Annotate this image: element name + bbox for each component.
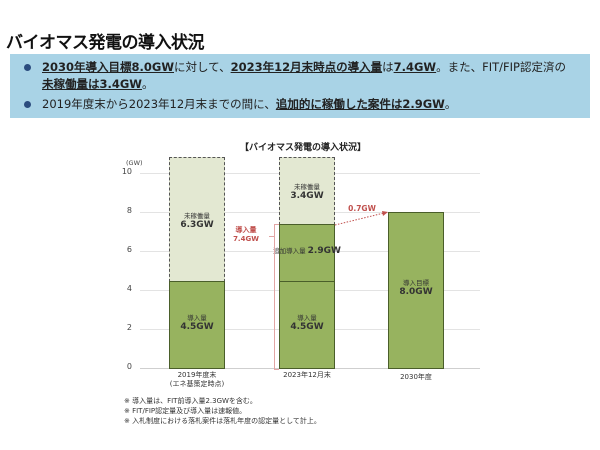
bar-2030-target-label: 導入目標 8.0GW — [388, 279, 444, 299]
x-label-2030: 2030年度 — [400, 373, 432, 381]
summary-text: 2023年12月末時点の導入量 — [230, 60, 383, 74]
summary-text: 。 — [444, 97, 457, 111]
x-label-line: (エネ基策定時点) — [169, 379, 225, 388]
footnote: ※ 入札制度における落札案件は落札年度の認定量として計上。 — [124, 417, 321, 426]
y-tick: 0 — [126, 362, 132, 371]
segment-name: 導入目標 — [403, 279, 429, 287]
x-label-line: 2019年度末 — [177, 371, 217, 379]
cumulative-bracket — [274, 224, 279, 370]
footnotes: ※ 導入量は、FIT前導入量2.3GWを含む。 ※ FIT/FIP認定量及び導入… — [124, 396, 321, 426]
summary-text: 2030年導入目標8.0GW — [42, 60, 175, 74]
summary-text: 7.4GW — [393, 60, 437, 74]
x-label-2023: 2023年12月末 — [283, 371, 331, 379]
segment-value: 4.5GW — [180, 322, 214, 333]
summary-text: 追加的に稼働した案件は2.9GW — [275, 97, 445, 111]
bullet-icon — [24, 101, 31, 108]
bar-2030-target — [388, 212, 444, 369]
summary-text: は — [382, 60, 394, 74]
bar-2023-pending — [279, 157, 335, 225]
y-tick: 8 — [126, 206, 132, 215]
segment-name: 導入量 — [297, 314, 317, 322]
summary-text: 2019年度末から2023年12月末までの間に、 — [42, 97, 276, 111]
x-label-2019: 2019年度末 (エネ基策定時点) — [157, 371, 237, 389]
y-tick: 10 — [121, 167, 132, 176]
page-title: バイオマス発電の導入状況 — [6, 33, 205, 53]
y-tick: 2 — [126, 323, 132, 332]
bullet-icon — [24, 64, 31, 71]
segment-name: 未稼働量 — [184, 212, 210, 220]
chart-title: 【バイオマス発電の導入状況】 — [240, 143, 367, 153]
summary-bullet-1-line-1: 2030年導入目標8.0GWに対して、2023年12月末時点の導入量は7.4GW… — [42, 59, 566, 75]
y-tick: 6 — [126, 245, 132, 254]
cumulative-annotation: 導入量 7.4GW — [226, 226, 266, 244]
bracket-tick — [269, 236, 274, 237]
segment-value: 8.0GW — [399, 287, 433, 298]
segment-name: 導入量 — [187, 314, 207, 322]
summary-text: 。 — [142, 77, 154, 91]
summary-text: に対して、 — [174, 60, 231, 74]
bar-2023-pending-label: 未稼働量 3.4GW — [279, 183, 335, 203]
annotation-text: 導入量 — [235, 226, 257, 234]
segment-name: 未稼働量 — [294, 183, 320, 191]
y-axis-unit: (GW) — [126, 159, 143, 167]
summary-box: 2030年導入目標8.0GWに対して、2023年12月末時点の導入量は7.4GW… — [10, 54, 590, 118]
bar-2019-pending-label: 未稼働量 6.3GW — [169, 212, 225, 232]
gap-annotation: 0.7GW — [348, 204, 376, 213]
bar-2023-installed — [279, 281, 335, 369]
summary-bullet-2: 2019年度末から2023年12月末までの間に、追加的に稼働した案件は2.9GW… — [42, 96, 456, 112]
segment-value: 2.9GW — [307, 246, 341, 256]
summary-text: 。また、FIT/FIP認定済の — [436, 60, 566, 74]
segment-name: 追加導入量 — [273, 247, 306, 255]
annotation-value: 7.4GW — [233, 235, 259, 244]
gap-arrow-icon — [334, 211, 388, 226]
footnote: ※ 導入量は、FIT前導入量2.3GWを含む。 — [124, 397, 257, 405]
bar-2019-pending — [169, 157, 225, 282]
bar-2019-installed-label: 導入量 4.5GW — [169, 314, 225, 334]
bar-2023-installed-label: 導入量 4.5GW — [279, 314, 335, 334]
segment-value: 3.4GW — [290, 191, 324, 202]
segment-value: 6.3GW — [180, 220, 214, 231]
footnote: ※ FIT/FIP認定量及び導入量は速報値。 — [124, 407, 247, 416]
bar-2023-added-label: 追加導入量 2.9GW — [272, 246, 342, 258]
segment-value: 4.5GW — [290, 322, 324, 333]
summary-text: 未稼働量は3.4GW — [42, 77, 142, 91]
bar-2019-installed — [169, 281, 225, 369]
summary-bullet-1-line-2: 未稼働量は3.4GW。 — [42, 76, 154, 92]
y-tick: 4 — [126, 284, 132, 293]
